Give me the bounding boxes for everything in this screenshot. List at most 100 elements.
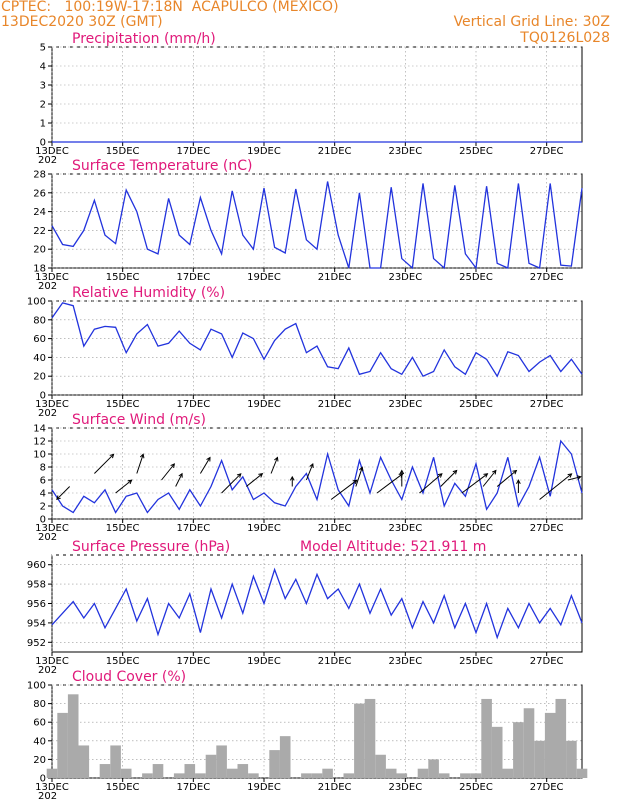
wind-vector-head [452, 469, 458, 475]
cloud-cover-bar [576, 768, 588, 778]
cloud-cover-bar [216, 745, 227, 778]
wind-vector-head [437, 473, 443, 478]
wind-vector-head [483, 473, 489, 478]
temperature-xtick-label: 25DEC [459, 272, 493, 283]
wind-ytick-label: 14 [33, 424, 46, 435]
temperature-ytick-label: 28 [33, 170, 46, 181]
cloud-cover-bar [417, 768, 429, 778]
humidity-ytick-label: 40 [33, 353, 46, 364]
wind-vector [161, 463, 175, 481]
cloud-cover-ytick-label: 0 [40, 774, 46, 785]
wind-vector [330, 479, 358, 500]
cloud-cover-bar [184, 764, 196, 778]
wind-xtick-label: 19DEC [247, 523, 281, 534]
precipitation-ytick-label: 1 [40, 119, 46, 130]
pressure-ytick-label: 960 [27, 560, 46, 571]
precipitation-xtick-label: 21DEC [318, 146, 352, 157]
cloud-cover-xtick-label: 19DEC [247, 782, 281, 793]
cloud-cover-xtick-label: 17DEC [176, 782, 210, 793]
header-date: 13DEC2020 30Z (GMT) [1, 14, 163, 30]
temperature-ytick-label: 18 [33, 264, 46, 275]
cloud-cover-bar [142, 773, 153, 778]
cloud-cover-ytick-label: 100 [27, 681, 46, 692]
temperature-xtick-label: 15DEC [106, 272, 140, 283]
cloud-cover-bar [555, 698, 567, 778]
cloud-cover-bar [237, 764, 249, 778]
humidity-ytick-label: 20 [33, 372, 46, 383]
cloud-cover-bar [152, 764, 164, 778]
cloud-cover-bar [248, 773, 259, 778]
humidity-frame [51, 300, 583, 396]
wind-ytick-label: 2 [40, 502, 46, 513]
humidity-xtick-label: 25DEC [459, 399, 493, 410]
wind-vector-head [127, 479, 133, 485]
cloud-cover-bar [173, 773, 185, 778]
humidity-xtick-label: 17DEC [176, 399, 210, 410]
humidity-ytick-label: 100 [27, 297, 46, 308]
cloud-cover-bar [470, 773, 482, 778]
wind-vector [136, 454, 144, 474]
wind-ytick-label: 12 [33, 437, 46, 448]
cloud-cover-ytick-label: 40 [33, 736, 46, 747]
pressure-ytick-label: 958 [27, 580, 46, 591]
temperature-xtick-label: 23DEC [388, 272, 422, 283]
precipitation-xtick-label: 15DEC [106, 146, 140, 157]
wind-vector [482, 470, 497, 487]
cloud-cover-bar [226, 768, 238, 778]
cloud-cover-ytick-label: 60 [33, 718, 46, 729]
wind-ytick-label: 6 [40, 476, 46, 487]
cloud-cover-bar [364, 698, 376, 778]
wind-vector-head [109, 453, 115, 459]
cloud-cover-bar [67, 694, 79, 778]
humidity-ytick-label: 80 [33, 315, 46, 326]
pressure-ytick-label: 956 [27, 599, 46, 610]
pressure-annotation: Model Altitude: 521.911 m [300, 539, 486, 555]
humidity-xtick-label: 27DEC [530, 399, 564, 410]
cloud-cover-xtick-label: 27DEC [530, 782, 564, 793]
pressure-xtick-label: 23DEC [388, 656, 422, 667]
cloud-cover-bar [46, 768, 58, 778]
pressure-xtick-label: 21DEC [318, 656, 352, 667]
pressure-series-line [51, 567, 583, 640]
cloud-cover-bar [385, 768, 397, 778]
wind-vector-head [170, 463, 175, 469]
wind-vector [305, 463, 314, 481]
wind-ytick-label: 10 [33, 450, 46, 461]
cloud-cover-bar [120, 768, 132, 778]
pressure-year-fragment: 202 [38, 665, 57, 676]
pressure-ytick-label: 952 [27, 638, 46, 649]
temperature-year-fragment: 202 [38, 281, 57, 292]
cloud-cover-bar [428, 759, 439, 778]
wind-xtick-label: 17DEC [176, 523, 210, 534]
pressure-xtick-label: 27DEC [530, 656, 564, 667]
cloud-cover-bar [311, 773, 323, 778]
temperature-ytick-label: 26 [33, 188, 46, 199]
wind-year-fragment: 202 [38, 532, 57, 543]
precipitation-year-fragment: 202 [38, 155, 57, 166]
wind-vector [56, 486, 71, 500]
header-line1: CPTEC: 100:19W-17:18N ACAPULCO (MEXICO) [1, 0, 339, 15]
wind-vector [567, 476, 581, 481]
cloud-cover-xtick-label: 25DEC [459, 782, 493, 793]
pressure-xtick-label: 17DEC [176, 656, 210, 667]
wind-vector [199, 457, 211, 474]
temperature-series-line [51, 181, 583, 270]
wind-vector-head [491, 469, 497, 475]
pressure-title: Surface Pressure (hPa) [72, 539, 230, 555]
wind-vector-head [516, 479, 521, 484]
precipitation-ytick-label: 4 [40, 62, 46, 73]
cloud-cover-xtick-label: 15DEC [106, 782, 140, 793]
wind-vector [496, 470, 517, 487]
precipitation-ytick-label: 0 [40, 138, 46, 149]
cloud-cover-bar [544, 712, 556, 778]
header-model-id: TQ0126L028 [520, 30, 610, 46]
cloud-cover-xtick-label: 13DEC [35, 782, 69, 793]
cloud-cover-xtick-label: 23DEC [388, 782, 422, 793]
cloud-cover-bar [343, 773, 355, 778]
temperature-ytick-label: 22 [33, 226, 46, 237]
cloud-cover-bar [354, 703, 365, 778]
wind-vector-head [358, 466, 364, 472]
wind-xtick-label: 21DEC [318, 523, 352, 534]
cloud-cover-bar [513, 722, 524, 778]
